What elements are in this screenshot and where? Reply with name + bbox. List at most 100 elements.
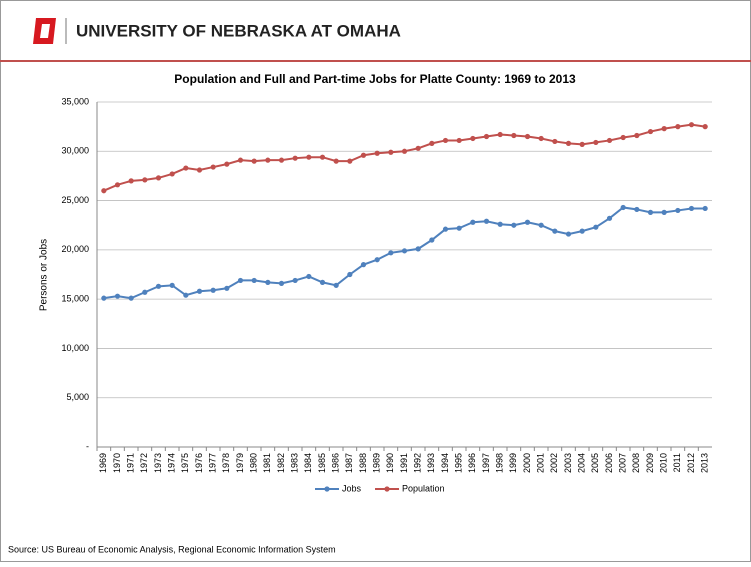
data-point [552, 138, 558, 145]
data-point [415, 246, 421, 252]
x-tick-label: 2010 [659, 453, 669, 473]
x-tick-label: 1988 [358, 453, 368, 473]
data-point [470, 219, 476, 225]
data-point [224, 161, 230, 167]
logo [33, 18, 56, 44]
data-point [155, 283, 162, 289]
data-point [210, 164, 216, 170]
x-tick-label: 1974 [167, 453, 177, 473]
data-point [196, 288, 203, 294]
data-point [360, 152, 367, 158]
data-point [265, 157, 271, 163]
data-point [237, 157, 244, 163]
x-tick-label: 1993 [426, 453, 436, 473]
data-point [429, 237, 435, 243]
x-tick-label: 2011 [672, 453, 682, 472]
data-point [702, 205, 708, 212]
data-point [511, 222, 517, 228]
y-tick-label: 15,000 [61, 294, 89, 304]
y-tick-label: 35,000 [61, 96, 89, 106]
data-point [634, 206, 640, 213]
x-tick-label: 2006 [604, 453, 614, 473]
data-point [292, 155, 298, 161]
chart-title: Population and Full and Part-time Jobs f… [174, 72, 576, 86]
x-tick-label: 1997 [481, 453, 491, 473]
x-tick-label: 2003 [563, 453, 573, 473]
x-tick-label: 1976 [194, 453, 204, 473]
data-point [565, 231, 572, 237]
x-tick-label: 1975 [180, 453, 190, 473]
data-point [401, 148, 408, 154]
data-point [456, 225, 462, 231]
x-tick-label: 1985 [317, 453, 327, 473]
data-point [647, 128, 654, 135]
data-point [442, 137, 449, 144]
x-tick-label: 2005 [590, 453, 600, 473]
data-point [688, 122, 695, 128]
data-point [661, 126, 667, 132]
data-point [538, 222, 544, 228]
x-tick-label: 1990 [385, 453, 395, 473]
y-tick-label: 20,000 [61, 244, 89, 254]
data-point [169, 282, 175, 288]
x-tick-label: 2007 [618, 453, 628, 473]
data-point [497, 131, 503, 138]
x-tick-label: 2013 [700, 453, 710, 473]
data-point [278, 280, 285, 286]
x-tick-label: 2001 [536, 453, 546, 473]
x-tick-label: 1995 [454, 453, 464, 473]
x-tick-label: 2002 [549, 453, 559, 473]
data-point [702, 124, 708, 130]
data-point [401, 248, 408, 254]
data-point [524, 219, 531, 225]
data-point [114, 182, 121, 188]
data-point [210, 287, 216, 293]
data-point [155, 175, 162, 181]
data-point [374, 150, 380, 156]
x-tick-label: 1999 [508, 453, 518, 473]
data-point [620, 204, 626, 211]
data-point [634, 132, 640, 139]
data-point [278, 157, 285, 163]
x-tick-label: 1980 [249, 453, 259, 473]
data-point [224, 285, 230, 291]
data-point [142, 177, 148, 183]
x-tick-label: 2004 [577, 453, 587, 473]
data-point [606, 137, 613, 144]
y-axis-label: Persons or Jobs [39, 239, 50, 311]
data-point [360, 262, 367, 268]
x-tick-label: 1977 [208, 453, 218, 473]
data-point [251, 277, 257, 284]
data-point [183, 165, 189, 171]
legend-marker [384, 486, 390, 492]
y-tick-label: - [86, 441, 89, 451]
x-tick-label: 1987 [344, 453, 354, 473]
data-point [415, 145, 421, 151]
data-point [169, 171, 175, 177]
data-point [483, 133, 490, 140]
data-point [183, 292, 189, 298]
data-point [101, 188, 107, 194]
x-tick-label: 1984 [303, 453, 313, 473]
legend-label: Jobs [342, 483, 362, 493]
header-title: UNIVERSITY OF NEBRASKA AT OMAHA [76, 21, 401, 40]
data-point [647, 209, 654, 215]
x-tick-label: 1998 [495, 453, 505, 473]
data-point [319, 154, 326, 160]
data-point [429, 140, 435, 146]
data-point [128, 178, 134, 184]
x-tick-label: 1972 [139, 453, 149, 473]
x-tick-label: 1996 [467, 453, 477, 473]
x-tick-label: 2008 [631, 453, 641, 473]
y-tick-label: 30,000 [61, 146, 89, 156]
x-tick-label: 2012 [686, 453, 696, 473]
x-tick-label: 1992 [413, 453, 423, 473]
x-tick-label: 1994 [440, 453, 450, 473]
x-tick-label: 1991 [399, 453, 409, 473]
data-point [306, 154, 312, 160]
x-tick-label: 1978 [221, 453, 231, 473]
legend-label: Population [402, 483, 445, 493]
data-point [688, 205, 695, 212]
data-point [511, 132, 517, 139]
